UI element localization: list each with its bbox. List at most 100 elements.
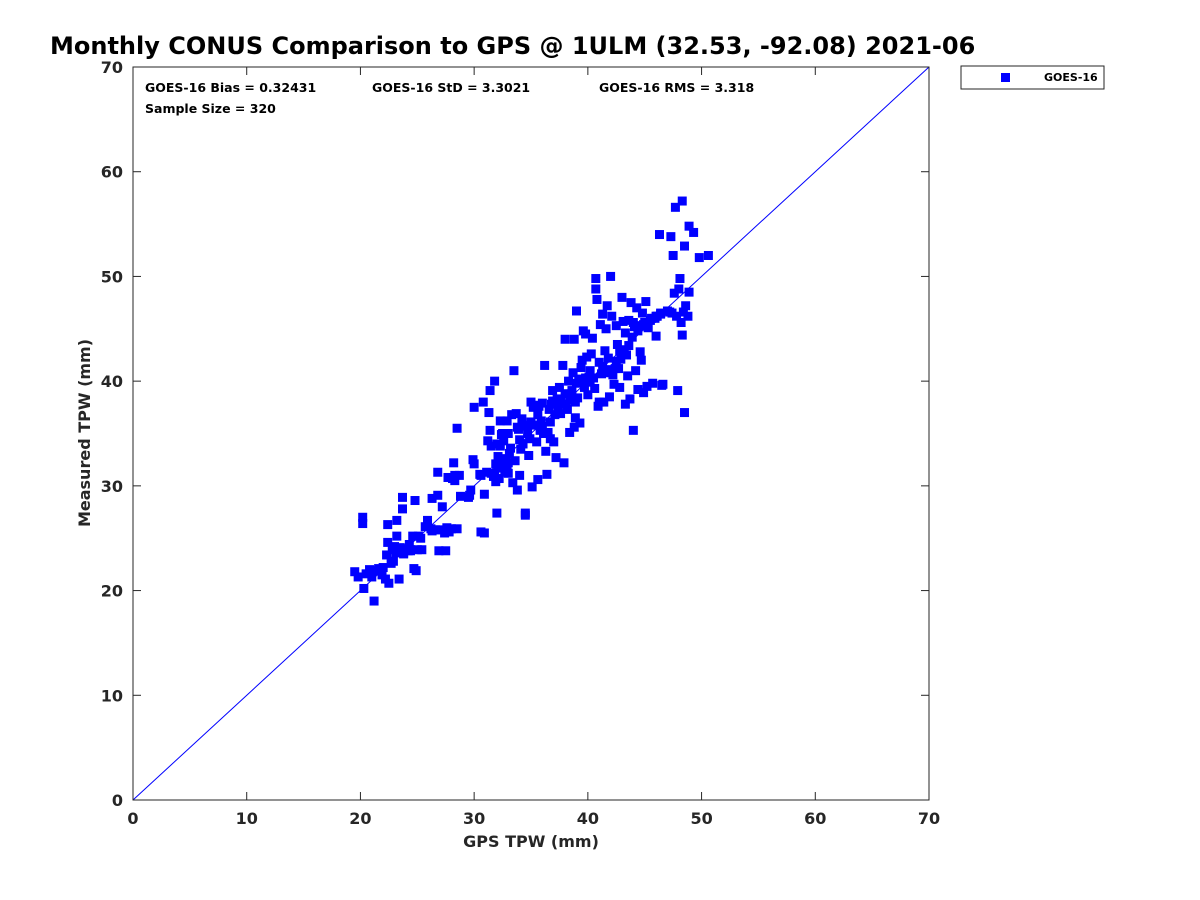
data-point — [562, 404, 572, 414]
rms-stat: GOES-16 RMS = 3.318 — [599, 80, 754, 95]
data-point — [465, 490, 475, 500]
data-point — [673, 386, 683, 396]
data-point — [365, 565, 375, 575]
data-point — [620, 328, 630, 338]
data-point — [508, 478, 518, 488]
data-point — [512, 485, 522, 495]
data-point — [543, 427, 553, 437]
data-point — [601, 324, 611, 334]
data-point — [602, 301, 612, 311]
data-point — [647, 313, 657, 323]
data-point — [684, 221, 694, 231]
data-point — [616, 354, 626, 364]
data-point — [411, 566, 421, 576]
data-point — [598, 309, 608, 319]
data-point — [433, 490, 443, 500]
data-point — [536, 416, 546, 426]
data-point — [511, 409, 521, 419]
legend-marker-goes16 — [1001, 73, 1010, 82]
data-point — [359, 583, 369, 593]
x-tick-label: 20 — [349, 809, 371, 828]
data-point — [641, 297, 651, 307]
data-point — [469, 459, 479, 469]
data-point — [506, 443, 516, 453]
data-point — [423, 515, 433, 525]
data-point — [680, 408, 690, 418]
data-point — [542, 469, 552, 479]
data-point — [490, 376, 500, 386]
data-point — [676, 318, 686, 328]
data-point — [654, 230, 664, 240]
data-point — [576, 363, 586, 373]
data-point — [666, 232, 676, 242]
data-point — [544, 404, 554, 414]
data-point — [441, 546, 451, 556]
y-tick-label: 0 — [112, 791, 123, 810]
data-point — [684, 287, 694, 297]
data-point — [611, 321, 621, 331]
data-point — [634, 321, 644, 331]
data-point — [390, 542, 400, 552]
data-point — [484, 408, 494, 418]
data-point — [637, 308, 647, 318]
data-point — [615, 382, 625, 392]
data-point — [567, 386, 577, 396]
legend-label-goes16: GOES-16 — [1044, 71, 1098, 84]
bias-stat: GOES-16 Bias = 0.32431 — [145, 80, 316, 95]
data-point — [503, 429, 513, 438]
x-tick-label: 60 — [804, 809, 826, 828]
data-point — [620, 399, 630, 409]
data-point — [669, 288, 679, 298]
data-point — [442, 523, 452, 533]
data-point — [469, 402, 479, 412]
x-tick-label: 10 — [236, 809, 258, 828]
data-point — [548, 386, 558, 396]
data-point — [374, 564, 384, 574]
data-point — [412, 545, 422, 555]
data-point — [571, 378, 581, 388]
data-point — [635, 347, 645, 357]
data-point — [496, 430, 506, 440]
data-point — [633, 326, 643, 336]
data-point — [570, 413, 580, 423]
data-point — [440, 528, 450, 538]
data-point — [694, 253, 704, 263]
data-point — [437, 502, 447, 512]
data-point — [639, 388, 649, 398]
data-point — [651, 331, 661, 341]
data-point — [665, 307, 675, 317]
data-point — [553, 401, 563, 411]
y-ticks: 0 10 20 30 40 50 60 70 — [101, 58, 929, 810]
data-point — [410, 496, 420, 506]
data-point — [455, 491, 465, 501]
x-tick-label: 70 — [918, 809, 940, 828]
data-point — [556, 409, 566, 419]
data-point — [672, 311, 682, 321]
data-point — [642, 381, 652, 391]
data-point — [603, 353, 613, 363]
data-point — [529, 400, 539, 410]
data-point — [427, 526, 437, 536]
data-point — [525, 434, 535, 444]
data-point — [495, 441, 505, 451]
data-point — [548, 396, 558, 406]
data-point — [541, 446, 551, 456]
data-point — [434, 546, 444, 556]
data-point — [369, 596, 379, 606]
data-point — [523, 429, 533, 438]
data-point — [681, 301, 691, 311]
data-point — [556, 394, 566, 404]
data-point — [358, 519, 368, 529]
data-point — [560, 334, 570, 344]
y-tick-label: 60 — [101, 163, 123, 182]
data-point — [558, 360, 568, 370]
stats-annotations: GOES-16 Bias = 0.32431 GOES-16 StD = 3.3… — [145, 80, 754, 116]
data-point — [533, 410, 543, 420]
data-point — [639, 320, 649, 330]
data-point — [494, 474, 504, 484]
data-point — [683, 311, 693, 321]
data-point — [677, 196, 687, 206]
data-point — [509, 366, 519, 376]
data-point — [554, 382, 564, 392]
y-tick-label: 70 — [101, 58, 123, 77]
